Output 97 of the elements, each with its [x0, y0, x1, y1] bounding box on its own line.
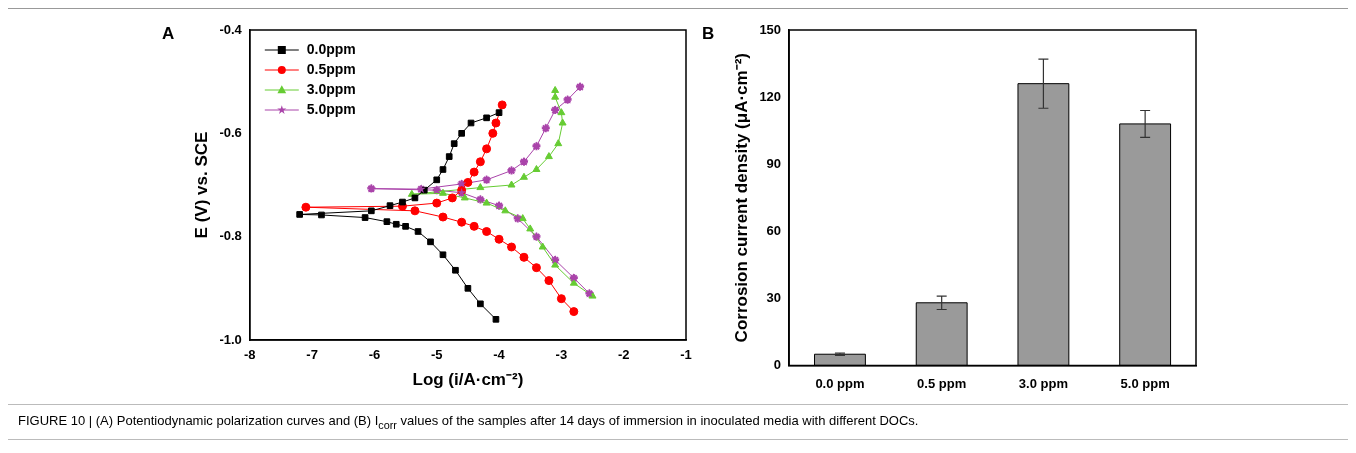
point	[495, 109, 503, 116]
point	[445, 153, 453, 160]
x-tick-label: 3.0 ppm	[1018, 375, 1068, 391]
point	[518, 214, 527, 222]
point	[556, 294, 566, 304]
point	[450, 140, 458, 147]
x-tick-label: -6	[368, 347, 381, 363]
point	[532, 165, 541, 172]
point	[433, 176, 441, 184]
point	[452, 266, 459, 274]
point	[554, 139, 563, 147]
point	[301, 202, 311, 212]
x-tick-label: -2	[617, 347, 630, 363]
point	[551, 260, 560, 268]
y-tick-label: 90	[766, 155, 782, 171]
point	[491, 118, 501, 128]
point	[475, 157, 485, 167]
point	[457, 217, 467, 227]
x-tick-label: 5.0 ppm	[1120, 375, 1170, 391]
point	[558, 118, 567, 126]
point	[383, 218, 391, 226]
point	[482, 198, 491, 206]
point	[492, 316, 500, 323]
point	[414, 228, 422, 235]
point	[447, 193, 457, 203]
point	[386, 202, 394, 209]
legend-label: 3.0ppm	[306, 80, 356, 97]
point	[427, 238, 434, 246]
point	[544, 276, 554, 286]
y-tick-label: 150	[759, 21, 782, 37]
point	[507, 242, 517, 252]
point	[483, 114, 490, 122]
point	[519, 252, 529, 262]
x-tick-label: -7	[306, 347, 318, 363]
point	[460, 193, 469, 201]
point	[439, 188, 447, 196]
point	[318, 211, 325, 219]
x-tick-label: -4	[493, 347, 506, 363]
y-tick-label: -0.6	[219, 124, 242, 140]
x-tick-label: 0.0 ppm	[815, 375, 865, 391]
point	[411, 194, 419, 202]
point	[464, 285, 472, 292]
y-tick-label: 120	[759, 88, 782, 104]
point	[538, 242, 547, 250]
point	[569, 307, 579, 317]
point	[497, 100, 507, 110]
text: A	[162, 24, 175, 44]
point	[526, 224, 535, 232]
point	[367, 207, 375, 215]
point	[482, 227, 492, 236]
y-tick-label: 30	[766, 289, 782, 305]
y-tick-label: -0.8	[219, 228, 242, 244]
point	[551, 85, 560, 93]
point	[557, 108, 566, 116]
y-axis-title: E (V) vs. SCE	[191, 131, 211, 239]
point	[469, 167, 479, 177]
x-axis-title: Log (i/A·cm⁻²)	[412, 370, 524, 390]
point	[501, 206, 510, 214]
y-axis-title: Corrosion current density (μA·cm⁻²)	[731, 53, 751, 343]
legend-label: 0.5ppm	[306, 60, 356, 77]
point	[507, 180, 516, 188]
point	[476, 183, 485, 191]
point	[296, 211, 303, 218]
point	[410, 206, 420, 216]
point	[439, 251, 447, 259]
y-tick-label: 0	[773, 356, 782, 372]
point	[569, 278, 578, 286]
point	[439, 166, 447, 173]
caption: FIGURE 10 | (A) Potentiodynamic polarization curves and (B) I$_{corr}$ values of the samples after 14 days of immersion in inoculated media with different DOCs.	[18, 413, 920, 431]
point	[463, 177, 473, 187]
y-tick-label: 60	[766, 222, 782, 238]
point	[361, 214, 369, 221]
point	[551, 92, 560, 100]
legend-label: 0.0ppm	[306, 40, 356, 57]
y-tick-label: -0.4	[219, 21, 243, 37]
point	[477, 300, 484, 308]
point	[482, 144, 492, 154]
x-tick-label: 0.5 ppm	[917, 375, 967, 391]
point	[402, 223, 409, 230]
legend-label: 5.0ppm	[306, 100, 356, 117]
x-tick-label: -1	[680, 347, 692, 363]
point	[520, 172, 528, 180]
point	[544, 152, 553, 160]
point	[392, 220, 400, 228]
point	[488, 128, 498, 138]
point	[399, 198, 406, 206]
point	[469, 221, 479, 231]
point	[494, 234, 504, 244]
x-tick-label: -5	[430, 347, 443, 363]
point	[432, 198, 442, 208]
point	[531, 263, 541, 273]
y-tick-label: -1.0	[219, 331, 242, 347]
point	[458, 130, 465, 137]
text: B	[702, 24, 715, 44]
x-tick-label: -8	[244, 347, 256, 363]
x-tick-label: -3	[555, 347, 568, 363]
point	[438, 212, 448, 222]
